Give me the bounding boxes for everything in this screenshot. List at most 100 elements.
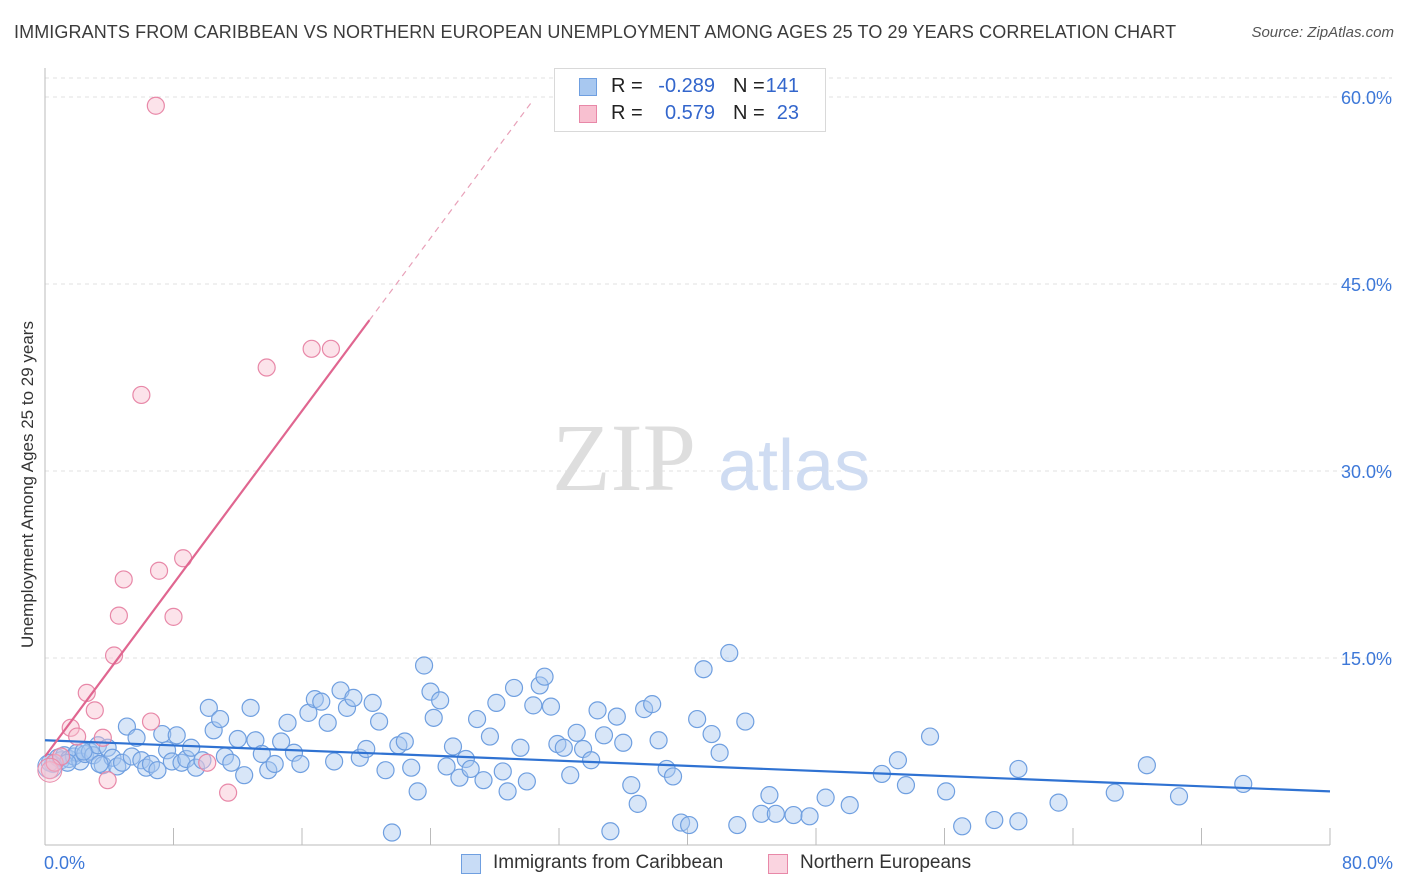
legend-n-value: 23 (776, 102, 799, 124)
legend-swatch-caribbean (579, 78, 597, 96)
northern-point (146, 96, 165, 115)
caribbean-point (344, 688, 363, 707)
caribbean-point (182, 738, 201, 757)
caribbean-point (90, 754, 109, 774)
caribbean-point (643, 695, 662, 714)
caribbean-point (443, 737, 463, 756)
legend-r-label: R = (611, 102, 643, 124)
caribbean-point (376, 761, 395, 780)
caribbean-point (920, 727, 940, 746)
caribbean-point (524, 696, 543, 715)
watermark-atlas: atlas (718, 426, 870, 506)
caribbean-point (480, 727, 500, 746)
northern-point (219, 783, 238, 802)
northern-point (198, 753, 217, 772)
caribbean-point (567, 723, 586, 742)
caribbean-point (720, 643, 739, 663)
caribbean-point (498, 782, 517, 801)
caribbean-point (193, 751, 212, 770)
caribbean-point (601, 822, 620, 841)
legend-n-value: 141 (765, 75, 799, 97)
legend-n-label: N = (733, 75, 765, 97)
caribbean-point (1234, 774, 1253, 794)
caribbean-point (487, 693, 506, 712)
caribbean-point (752, 804, 771, 823)
caribbean-point (363, 693, 382, 712)
caribbean-point (760, 786, 779, 805)
caribbean-trend-line (44, 739, 1331, 793)
bottom-legend-label-caribbean: Immigrants from Caribbean (493, 852, 724, 873)
caribbean-point (402, 758, 421, 777)
caribbean-point (594, 726, 614, 745)
caribbean-point (800, 807, 819, 826)
caribbean-point (937, 782, 956, 801)
northern-point (109, 606, 128, 625)
caribbean-point (408, 782, 427, 801)
caribbean-point (424, 708, 443, 727)
caribbean-point (222, 753, 241, 772)
caribbean-point (228, 729, 247, 749)
caribbean-point (710, 743, 729, 762)
y-tick-label: 30.0% (1341, 462, 1392, 482)
caribbean-point (607, 707, 626, 726)
legend-swatch-northern (579, 105, 597, 123)
y-tick-label: 60.0% (1341, 88, 1392, 108)
caribbean-point (122, 747, 141, 766)
source-label: Source: ZipAtlas.com (1251, 24, 1394, 41)
caribbean-point (284, 743, 304, 762)
northern-point (114, 570, 133, 589)
caribbean-point (582, 751, 601, 770)
caribbean-point (688, 709, 707, 729)
caribbean-point (628, 794, 647, 813)
caribbean-point (167, 726, 186, 745)
grid-lines (45, 77, 1392, 659)
caribbean-point (517, 772, 536, 791)
caribbean-point (663, 767, 683, 786)
legend-r-label: R = (611, 75, 643, 97)
northern-trend-line-extension (368, 101, 533, 321)
northern-point (321, 339, 341, 358)
caribbean-point (312, 692, 331, 711)
legend-n-label: N = (733, 102, 765, 124)
y-tick-label: 45.0% (1341, 275, 1392, 295)
caribbean-point (265, 754, 284, 774)
series-caribbean (37, 643, 1253, 842)
caribbean-point (357, 739, 376, 759)
correlation-legend: R = -0.289 N = 141 R = 0.579 N = 23 (554, 68, 826, 132)
northern-point (257, 358, 276, 377)
x-tick-label-min: 0.0% (44, 853, 85, 873)
trend-lines (44, 101, 1331, 793)
caribbean-point (896, 776, 916, 795)
caribbean-point (235, 766, 254, 785)
caribbean-point (456, 749, 475, 769)
chart-title: IMMIGRANTS FROM CARIBBEAN VS NORTHERN EU… (14, 22, 1177, 42)
northern-cluster-point (37, 757, 63, 783)
caribbean-point (1137, 756, 1156, 775)
northern-point (85, 701, 104, 720)
watermark-zip: ZIP (552, 404, 696, 511)
caribbean-point (1009, 812, 1028, 831)
caribbean-point (318, 713, 337, 732)
caribbean-point (210, 709, 230, 729)
caribbean-point (649, 731, 668, 750)
caribbean-point (561, 766, 580, 785)
northern-trend-line (44, 319, 371, 758)
caribbean-point (241, 698, 260, 717)
caribbean-point (437, 757, 456, 776)
y-tick-label: 15.0% (1341, 649, 1392, 669)
caribbean-point (204, 721, 223, 740)
caribbean-point (467, 709, 487, 729)
caribbean-point (325, 752, 344, 771)
caribbean-point (504, 678, 524, 698)
northern-point (132, 385, 151, 405)
caribbean-point (1009, 759, 1028, 779)
caribbean-point (1049, 793, 1068, 812)
caribbean-point (816, 788, 835, 807)
legend-r-value: -0.289 (658, 75, 715, 97)
caribbean-point (112, 753, 132, 772)
caribbean-point (840, 796, 859, 815)
bottom-legend-swatch-caribbean (461, 854, 481, 874)
caribbean-point (414, 656, 434, 675)
caribbean-point (588, 701, 607, 720)
